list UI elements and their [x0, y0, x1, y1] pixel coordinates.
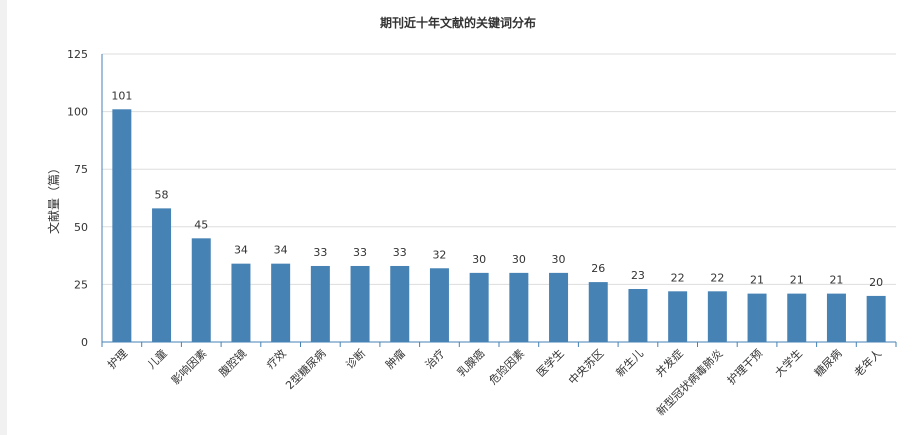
x-tick-label: 大学生	[772, 346, 805, 379]
bar	[152, 208, 172, 342]
bar-value-label: 58	[155, 188, 169, 201]
bar-value-label: 34	[234, 244, 248, 257]
bar-value-label: 23	[631, 269, 645, 282]
bar	[231, 263, 251, 342]
bar	[826, 293, 846, 342]
x-tick-label: 治疗	[422, 346, 447, 371]
bar-value-label: 22	[710, 271, 724, 284]
x-tick-label: 乳腺癌	[454, 346, 487, 379]
left-border-strip	[0, 0, 7, 435]
x-tick-label: 儿童	[144, 346, 169, 371]
x-tick-label: 影响因素	[169, 347, 209, 387]
bar	[747, 293, 767, 342]
bar	[628, 289, 648, 342]
y-axis-label: 文献量（篇）	[46, 162, 61, 234]
bar	[112, 109, 132, 343]
y-tick-label: 50	[74, 221, 88, 234]
y-tick-label: 100	[67, 106, 88, 119]
x-tick-label: 医学生	[533, 346, 566, 379]
bar-value-label: 32	[432, 248, 446, 261]
x-tick-label: 并发症	[653, 346, 686, 379]
bar	[390, 265, 410, 342]
x-tick-label: 疗效	[263, 346, 288, 371]
bar	[469, 272, 489, 342]
bar	[191, 238, 211, 342]
x-tick-label: 护理干预	[724, 346, 765, 387]
bar-value-label: 30	[552, 253, 566, 266]
bar	[509, 272, 529, 342]
bar-value-label: 101	[111, 89, 132, 102]
bar	[707, 291, 727, 342]
bar-value-label: 33	[393, 246, 407, 259]
bar-value-label: 21	[829, 274, 843, 287]
bar	[866, 295, 886, 342]
bar-value-label: 21	[790, 274, 804, 287]
bar-value-label: 33	[353, 246, 367, 259]
bar-value-label: 22	[671, 271, 685, 284]
x-tick-label: 糖尿病	[811, 346, 844, 379]
y-tick-label: 0	[81, 336, 88, 349]
y-tick-label: 25	[74, 278, 88, 291]
bar-value-label: 30	[512, 253, 526, 266]
bar-value-label: 30	[472, 253, 486, 266]
bar-value-label: 45	[194, 218, 208, 231]
bar	[588, 282, 608, 342]
chart-title: 期刊近十年文献的关键词分布	[379, 16, 536, 30]
x-tick-label: 2型糖尿病	[283, 346, 329, 392]
y-tick-label: 75	[74, 163, 88, 176]
bar	[429, 268, 449, 342]
x-tick-label: 老年人	[851, 346, 884, 379]
bar	[271, 263, 291, 342]
x-tick-label: 危险因素	[486, 346, 527, 387]
bar-value-label: 26	[591, 262, 605, 275]
bar	[668, 291, 688, 342]
x-tick-label: 肿瘤	[382, 346, 407, 371]
x-tick-label: 诊断	[343, 346, 368, 371]
bar	[350, 265, 370, 342]
y-tick-label: 125	[67, 48, 88, 61]
bar-value-label: 34	[274, 244, 288, 257]
x-tick-label: 新生儿	[613, 346, 646, 379]
x-tick-label: 护理	[105, 346, 130, 371]
bar	[787, 293, 807, 342]
bar-value-label: 21	[750, 274, 764, 287]
x-tick-label: 腹腔镜	[216, 346, 249, 379]
bar-value-label: 33	[313, 246, 327, 259]
bar	[549, 272, 569, 342]
x-tick-label: 新型冠状病毒肺炎	[653, 346, 725, 418]
x-tick-label: 中央苏区	[566, 347, 606, 387]
bar	[310, 265, 330, 342]
bar-value-label: 20	[869, 276, 883, 289]
